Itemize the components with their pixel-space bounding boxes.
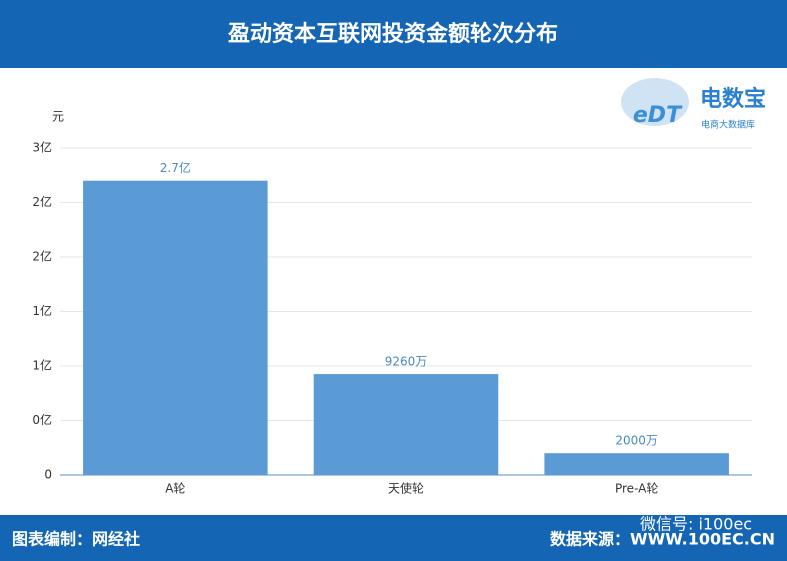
bar [83, 180, 268, 475]
y-axis-unit: 元 [52, 110, 64, 124]
y-tick-label: 3亿 [32, 140, 52, 155]
bar [544, 453, 729, 475]
logo-mark: eDT [633, 103, 683, 128]
y-tick-label: 2亿 [32, 194, 52, 209]
x-tick-label: 天使轮 [388, 481, 424, 496]
logo-cloud [621, 78, 689, 126]
y-tick-label: 2亿 [32, 249, 52, 264]
footer-bar [0, 515, 787, 561]
footer-right: 数据来源：WWW.100EC.CN [550, 530, 775, 549]
y-tick-label: 0 [44, 468, 52, 482]
y-tick-label: 1亿 [32, 303, 52, 318]
y-tick-label: 0亿 [32, 412, 52, 427]
bar [313, 374, 499, 475]
x-tick-label: A轮 [165, 482, 185, 496]
footer-left: 图表编制：网经社 [12, 530, 140, 549]
header-bar [0, 0, 787, 68]
y-tick-label: 1亿 [32, 358, 52, 373]
data-label: 2.7亿 [160, 160, 191, 175]
logo-tagline: 电商大数据库 [701, 119, 755, 131]
data-label: 9260万 [385, 355, 428, 369]
data-label: 2000万 [615, 434, 658, 448]
logo-name: 电数宝 [700, 86, 766, 112]
footer-watermark: 微信号: i100ec [640, 515, 752, 534]
x-tick-label: Pre-A轮 [615, 482, 658, 496]
chart-title: 盈动资本互联网投资金额轮次分布 [227, 21, 558, 47]
